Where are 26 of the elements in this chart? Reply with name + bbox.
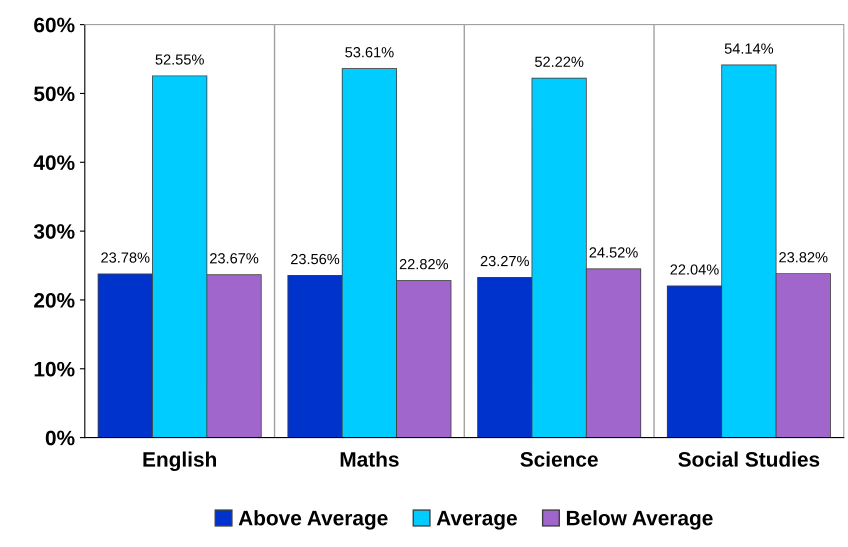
data-label: 53.61% (345, 47, 394, 58)
data-label: 52.22% (535, 56, 584, 67)
y-tick-label: 40% (34, 155, 75, 170)
data-label: 22.04% (670, 264, 719, 275)
data-label: 22.82% (400, 258, 448, 270)
data-label: 54.14% (724, 43, 774, 54)
legend-label: Average (436, 510, 517, 530)
data-label: 23.56% (291, 254, 340, 264)
x-tick-label: Maths (340, 451, 399, 467)
legend-label: Above Average (238, 510, 388, 530)
y-tick-label: 60% (34, 18, 75, 32)
y-tick-label: 50% (34, 86, 75, 102)
y-tick-label: 30% (34, 224, 75, 239)
data-label: 23.27% (480, 256, 529, 266)
data-label: 23.78% (101, 252, 150, 263)
x-tick-label: Social Studies (678, 451, 820, 467)
y-tick-label: 20% (34, 292, 75, 308)
data-label: 23.82% (779, 252, 828, 262)
data-label: 23.67% (210, 253, 258, 264)
y-tick-label: 0% (46, 430, 75, 446)
y-tick-label: 10% (34, 362, 75, 377)
x-tick-label: Science (520, 451, 598, 467)
legend-label: Below Average (566, 510, 713, 530)
data-label: 52.55% (156, 54, 204, 65)
x-tick-label: English (143, 451, 216, 471)
data-label: 24.52% (590, 247, 638, 258)
